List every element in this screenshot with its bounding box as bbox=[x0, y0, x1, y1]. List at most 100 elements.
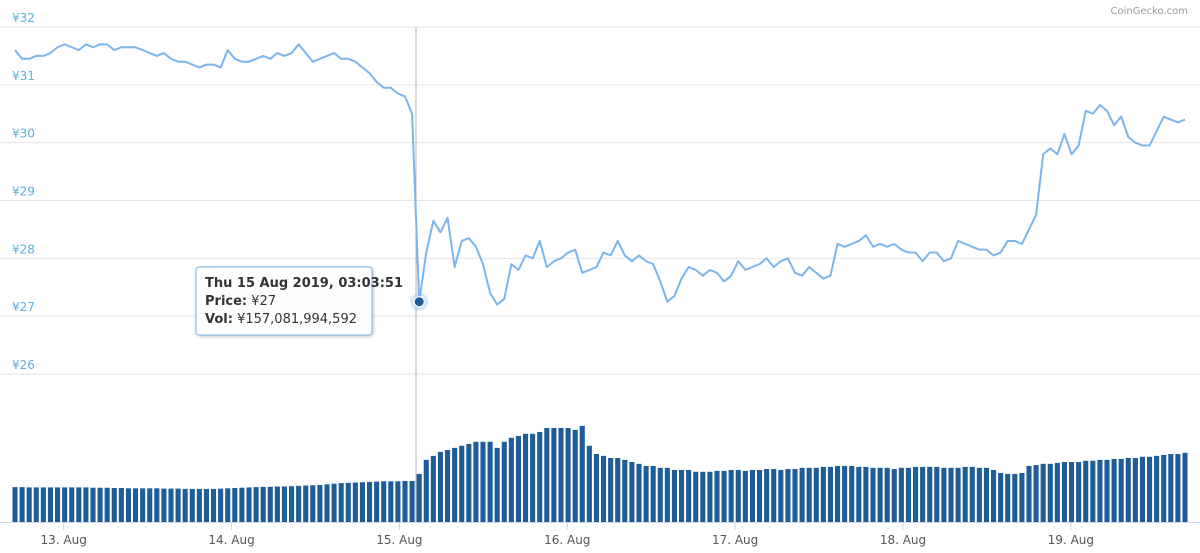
volume-bar bbox=[544, 428, 550, 522]
volume-bar bbox=[494, 447, 500, 522]
volume-bar bbox=[303, 485, 309, 522]
volume-bar bbox=[962, 466, 968, 522]
tooltip-price-value: ¥27 bbox=[251, 294, 276, 309]
volume-bar bbox=[267, 486, 273, 522]
volume-bar bbox=[799, 467, 805, 522]
volume-bar bbox=[586, 445, 592, 522]
volume-bar bbox=[161, 488, 167, 522]
tooltip-price: Price: ¥27 bbox=[205, 294, 276, 309]
volume-bar bbox=[26, 487, 32, 522]
tooltip-vol-value: ¥157,081,994,592 bbox=[237, 312, 357, 327]
volume-bar bbox=[1047, 463, 1053, 522]
volume-bar bbox=[1154, 455, 1160, 522]
volume-bar bbox=[714, 470, 720, 522]
x-tick-label: 16. Aug bbox=[544, 533, 590, 547]
price-series bbox=[14, 43, 1186, 311]
volume-bar bbox=[849, 465, 855, 522]
volume-bar bbox=[437, 451, 444, 522]
volume-bar bbox=[352, 482, 358, 522]
volume-bar bbox=[898, 467, 904, 522]
volume-bar bbox=[480, 441, 486, 522]
volume-bar bbox=[558, 428, 564, 522]
x-tick-label: 14. Aug bbox=[208, 533, 254, 547]
volume-bar bbox=[324, 484, 330, 522]
volume-bar bbox=[40, 487, 46, 522]
volume-bar bbox=[1104, 459, 1110, 522]
volume-bar bbox=[756, 469, 763, 522]
volume-bar bbox=[125, 488, 132, 522]
volume-bar bbox=[1068, 461, 1075, 522]
volume-bar bbox=[1175, 454, 1181, 522]
volume-bar bbox=[629, 461, 635, 522]
volume-bar bbox=[792, 469, 798, 522]
volume-bar bbox=[232, 488, 238, 522]
volume-bar bbox=[459, 445, 465, 522]
volume-bar bbox=[927, 466, 933, 522]
credit: CoinGecko.com bbox=[1110, 6, 1188, 17]
volume-bar bbox=[622, 459, 628, 522]
volume-bar bbox=[182, 488, 188, 522]
volume-bar bbox=[140, 488, 146, 522]
volume-bar bbox=[1132, 458, 1138, 522]
volume-bar bbox=[671, 469, 678, 522]
volume-bar bbox=[742, 470, 748, 522]
volume-bar bbox=[1182, 452, 1188, 522]
volume-bar bbox=[473, 441, 479, 522]
volume-bar bbox=[508, 437, 514, 522]
y-tick-label: ¥32 bbox=[12, 11, 35, 25]
volume-bar bbox=[615, 458, 621, 522]
volume-bar bbox=[827, 466, 834, 522]
volume-bar bbox=[104, 487, 110, 522]
volume-bar bbox=[132, 488, 139, 522]
volume-bar bbox=[409, 480, 415, 522]
volume-bar bbox=[1012, 473, 1018, 522]
volume-bar bbox=[76, 487, 82, 522]
tooltip: Thu 15 Aug 2019, 03:03:51 Price: ¥27 Vol… bbox=[195, 266, 403, 336]
y-tick-label: ¥29 bbox=[12, 185, 35, 199]
volume-bar bbox=[168, 488, 174, 522]
volume-bar bbox=[203, 488, 210, 522]
volume-bar bbox=[941, 467, 947, 522]
volume-bar bbox=[189, 488, 195, 522]
volume-bar bbox=[90, 487, 96, 522]
x-axis: 13. Aug 14. Aug 15. Aug 16. Aug 17. Aug 18. A… bbox=[0, 522, 1200, 547]
volume-bar bbox=[218, 488, 224, 522]
volume-bar bbox=[813, 467, 819, 522]
volume-bar bbox=[522, 433, 529, 522]
volume-bar bbox=[423, 459, 429, 522]
volume-bar bbox=[785, 469, 791, 522]
volume-bar bbox=[331, 483, 337, 522]
x-tick-label: 19. Aug bbox=[1048, 533, 1094, 547]
volume-bar bbox=[643, 465, 649, 522]
volume-bar bbox=[1097, 459, 1103, 522]
volume-bar bbox=[430, 455, 436, 522]
volume-bar bbox=[657, 467, 663, 522]
volume-bar bbox=[600, 455, 607, 522]
tooltip-box bbox=[195, 266, 373, 336]
volume-bar bbox=[62, 487, 68, 522]
volume-bar bbox=[863, 466, 869, 522]
tooltip-vol-label: Vol: bbox=[205, 312, 233, 327]
volume-bar bbox=[381, 481, 387, 522]
volume-bar bbox=[537, 431, 543, 522]
volume-bar bbox=[12, 487, 18, 522]
x-tick-label: 13. Aug bbox=[41, 533, 87, 547]
volume-bar bbox=[1111, 458, 1117, 522]
volume-bar bbox=[891, 469, 897, 522]
volume-bar bbox=[338, 483, 344, 522]
y-tick-label: ¥31 bbox=[12, 69, 35, 83]
volume-bar bbox=[834, 465, 841, 522]
volume-bar bbox=[820, 466, 826, 522]
volume-bar bbox=[1054, 462, 1060, 522]
x-tick-label: 17. Aug bbox=[712, 533, 758, 547]
volume-bar bbox=[310, 485, 316, 522]
volume-bar bbox=[530, 433, 536, 522]
volume-bar bbox=[579, 425, 585, 522]
volume-bar bbox=[281, 486, 288, 522]
volume-bar bbox=[1125, 458, 1131, 522]
volume-bar bbox=[664, 467, 670, 522]
volume-bar bbox=[196, 488, 202, 522]
x-tick-label: 15. Aug bbox=[376, 533, 422, 547]
y-tick-label: ¥28 bbox=[12, 242, 35, 256]
volume-bar bbox=[1090, 460, 1096, 522]
